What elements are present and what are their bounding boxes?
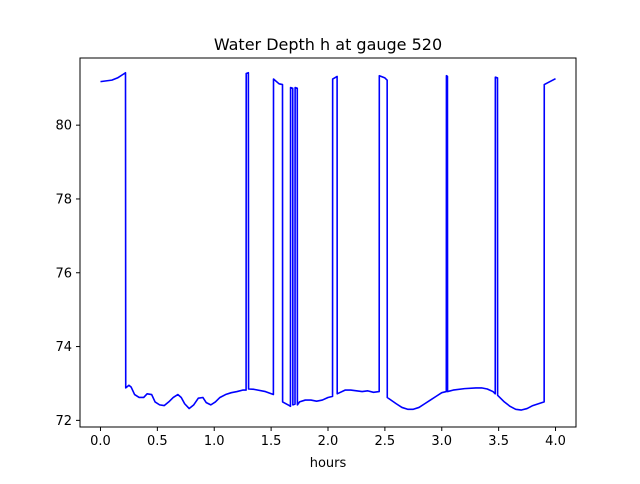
x-tick-label: 3.0: [431, 434, 452, 449]
x-tick-label: 1.5: [261, 434, 282, 449]
x-axis-label: hours: [310, 456, 347, 471]
x-tick-label: 0.0: [90, 434, 111, 449]
plot-area: [100, 71, 556, 411]
x-tick-label: 2.5: [375, 434, 396, 449]
x-tick-label: 1.0: [204, 434, 225, 449]
x-tick-label: 4.0: [545, 434, 566, 449]
y-tick-label: 74: [55, 340, 72, 355]
x-tick-label: 0.5: [147, 434, 168, 449]
y-tick-label: 80: [55, 119, 72, 134]
series-line-0: [100, 71, 556, 411]
axes: 0.0 0.5 1.0 1.5 2.0 2.5 3.0 3.5 4.0 72 74 76 78 80: [55, 57, 577, 449]
y-tick-label: 78: [55, 192, 72, 207]
y-tick-label: 72: [55, 414, 72, 429]
y-tick-label: 76: [55, 266, 72, 281]
chart-title: Water Depth h at gauge 520: [214, 35, 442, 54]
x-tick-label: 2.0: [318, 434, 339, 449]
x-tick-label: 3.5: [488, 434, 509, 449]
